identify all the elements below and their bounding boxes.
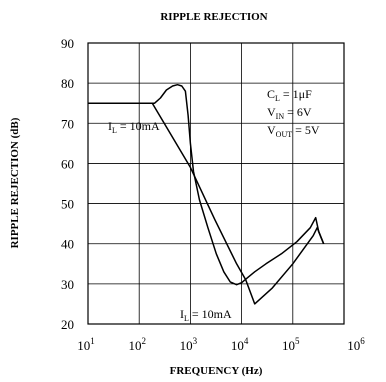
y-tick-label: 80 (61, 76, 74, 91)
y-tick-labels: 20 30 40 50 60 70 80 90 (61, 36, 74, 332)
chart-title: RIPPLE REJECTION (160, 11, 267, 23)
series-line (88, 83, 325, 286)
x-tick-labels: 101 102 103 104 105 106 (77, 336, 365, 353)
annotation-il-upper: IL = 10mA (108, 119, 160, 135)
y-tick-label: 40 (61, 237, 74, 252)
x-tick-label: 101 (77, 336, 95, 353)
x-tick-label: 104 (231, 336, 249, 353)
annotation-cl: CL = 1μF (267, 87, 312, 103)
y-tick-label: 20 (61, 317, 74, 332)
annotation-il-lower: IL = 10mA (180, 307, 232, 323)
annotation-vout: VOUT = 5V (267, 123, 320, 139)
y-tick-label: 70 (61, 116, 74, 131)
y-tick-label: 60 (61, 156, 74, 171)
annotation-vin: VIN = 6V (267, 105, 312, 121)
plot-grid (87, 42, 345, 325)
y-tick-label: 90 (61, 36, 74, 51)
x-tick-label: 103 (180, 336, 198, 353)
x-tick-label: 105 (282, 336, 300, 353)
series-layer (88, 83, 325, 305)
series-line (88, 102, 325, 305)
y-tick-label: 50 (61, 197, 74, 212)
x-tick-label: 106 (347, 336, 365, 353)
x-tick-label: 102 (128, 336, 146, 353)
y-tick-label: 30 (61, 277, 74, 292)
x-axis-title: FREQUENCY (Hz) (170, 365, 263, 377)
y-axis-title: RIPPLE REJECTION (dB) (9, 117, 21, 248)
plot-frame (87, 42, 345, 325)
